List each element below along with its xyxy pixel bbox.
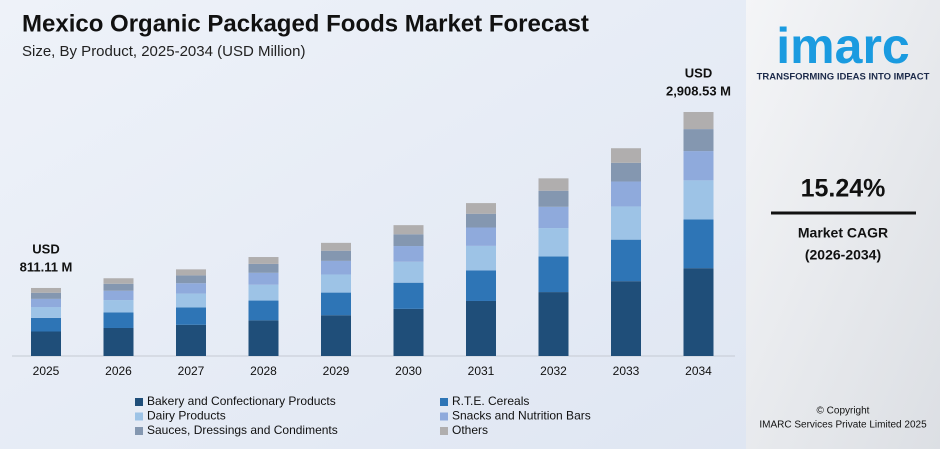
- bar-segment: [538, 190, 569, 207]
- bar-segment: [466, 300, 496, 356]
- bar-segment: [248, 300, 279, 321]
- bar-segment: [466, 245, 496, 271]
- bar-segment: [321, 260, 351, 275]
- tagline: TRANSFORMING IDEAS INTO IMPACT: [757, 72, 930, 83]
- bar-segment: [248, 257, 279, 264]
- cagr-period: (2026-2034): [805, 247, 881, 263]
- bar-segment: [248, 320, 279, 356]
- total-label: 811.11 M: [20, 259, 73, 274]
- legend-swatch: [135, 412, 143, 421]
- bar-segment: [393, 308, 424, 356]
- bar-segment: [611, 239, 641, 282]
- bar-segment: [466, 203, 496, 214]
- bar-segment: [393, 261, 424, 283]
- bar-segment: [538, 228, 569, 257]
- bar-segment: [176, 269, 206, 276]
- sidebar-background: [746, 0, 940, 449]
- x-tick-label: 2034: [685, 364, 712, 378]
- x-tick-label: 2029: [323, 364, 350, 378]
- bar-segment: [31, 331, 61, 356]
- bar-segment: [31, 307, 61, 318]
- bar-segment: [176, 293, 206, 308]
- bar-segment: [321, 250, 351, 261]
- bar-segment: [31, 317, 61, 332]
- bar-segment: [611, 181, 641, 207]
- bar-segment: [611, 206, 641, 240]
- bar-segment: [321, 274, 351, 293]
- bar-segment: [683, 219, 714, 269]
- total-label: USD: [32, 241, 59, 256]
- bar-segment: [103, 300, 134, 313]
- legend-swatch: [440, 412, 448, 421]
- x-tick-label: 2026: [105, 364, 132, 378]
- legend-label: Sauces, Dressings and Condiments: [147, 423, 338, 437]
- bar-segment: [538, 178, 569, 191]
- x-tick-label: 2027: [178, 364, 205, 378]
- bar-segment: [466, 270, 496, 301]
- x-tick-label: 2031: [468, 364, 495, 378]
- legend-label: R.T.E. Cereals: [452, 394, 529, 408]
- legend-label: Others: [452, 423, 488, 437]
- bar-segment: [176, 324, 206, 356]
- x-tick-label: 2030: [395, 364, 422, 378]
- x-tick-label: 2033: [613, 364, 640, 378]
- bar-segment: [176, 275, 206, 284]
- bar-segment: [321, 242, 351, 251]
- total-label: 2,908.53 M: [666, 83, 731, 98]
- bar-segment: [31, 287, 61, 293]
- x-tick-label: 2025: [33, 364, 60, 378]
- bar-segment: [393, 225, 424, 235]
- bar-segment: [248, 272, 279, 285]
- logo: imarc: [776, 18, 909, 74]
- bar-segment: [321, 292, 351, 316]
- bar-segment: [538, 256, 569, 293]
- cagr-label: Market CAGR: [798, 225, 888, 241]
- company: IMARC Services Private Limited 2025: [759, 420, 927, 431]
- legend-swatch: [440, 427, 448, 435]
- bar-segment: [611, 148, 641, 163]
- bar-segment: [321, 315, 351, 356]
- bar-segment: [538, 292, 569, 356]
- bar-segment: [31, 298, 61, 308]
- bar-segment: [248, 284, 279, 301]
- x-tick-label: 2032: [540, 364, 567, 378]
- bar-segment: [393, 282, 424, 309]
- cagr-value: 15.24%: [801, 175, 886, 203]
- bar-segment: [683, 268, 714, 356]
- bar-segment: [103, 327, 134, 356]
- bar-segment: [103, 278, 134, 284]
- bar-segment: [466, 213, 496, 228]
- chart-title: Mexico Organic Packaged Foods Market For…: [22, 10, 589, 37]
- bar-segment: [611, 281, 641, 356]
- legend-swatch: [135, 398, 143, 406]
- legend-label: Snacks and Nutrition Bars: [452, 409, 591, 423]
- bar-segment: [393, 234, 424, 247]
- copyright: © Copyright: [817, 406, 870, 417]
- bar-segment: [31, 292, 61, 299]
- legend-swatch: [440, 398, 448, 406]
- bar-segment: [611, 162, 641, 182]
- bar-segment: [683, 129, 714, 152]
- bar-segment: [393, 246, 424, 262]
- legend-swatch: [135, 427, 143, 435]
- bar-segment: [466, 227, 496, 246]
- total-label: USD: [685, 65, 712, 80]
- bar-segment: [176, 283, 206, 294]
- bar-segment: [538, 206, 569, 229]
- bar-segment: [103, 290, 134, 301]
- bar-segment: [683, 112, 714, 130]
- x-tick-label: 2028: [250, 364, 277, 378]
- bar-segment: [683, 180, 714, 220]
- bar-segment: [683, 151, 714, 181]
- bar-segment: [103, 312, 134, 328]
- legend-label: Bakery and Confectionary Products: [147, 394, 336, 408]
- bar-segment: [248, 263, 279, 273]
- legend-label: Dairy Products: [147, 409, 226, 423]
- bar-segment: [103, 283, 134, 291]
- chart-subtitle: Size, By Product, 2025-2034 (USD Million…: [22, 43, 305, 60]
- bar-segment: [176, 307, 206, 325]
